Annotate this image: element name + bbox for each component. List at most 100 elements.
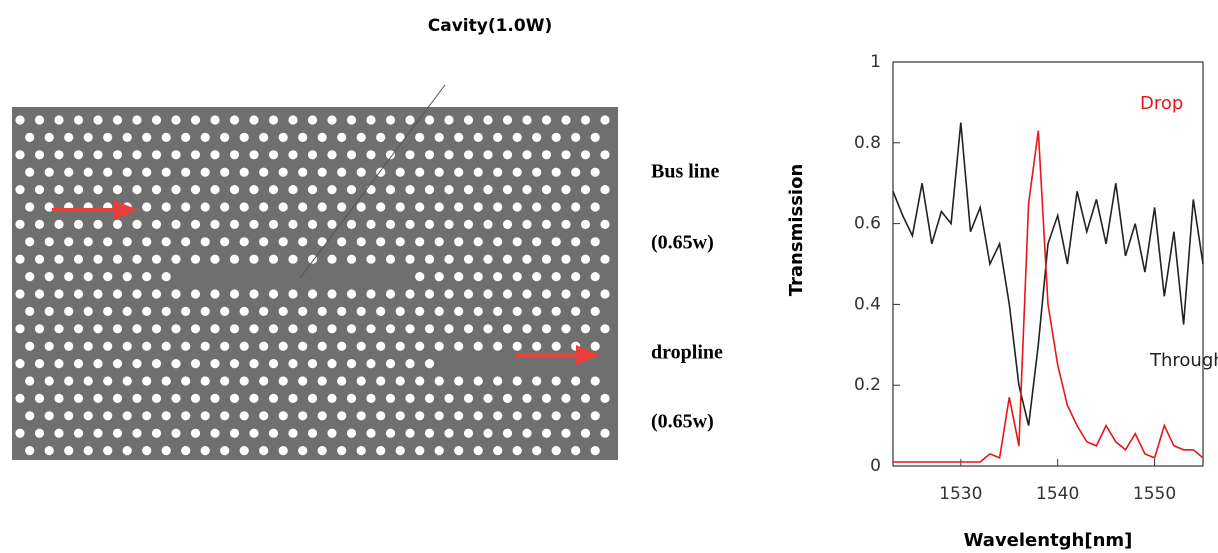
hole xyxy=(132,150,141,159)
hole xyxy=(503,289,512,298)
hole xyxy=(288,324,297,333)
hole xyxy=(162,376,171,385)
hole xyxy=(396,376,405,385)
hole xyxy=(415,376,424,385)
hole xyxy=(425,185,434,194)
hole xyxy=(425,115,434,124)
hole xyxy=(132,359,141,368)
hole xyxy=(493,411,502,420)
hole xyxy=(64,376,73,385)
hole xyxy=(113,150,122,159)
hole xyxy=(142,376,151,385)
hole xyxy=(103,307,112,316)
hole xyxy=(201,446,210,455)
hole xyxy=(591,168,600,177)
hole xyxy=(513,342,522,351)
hole xyxy=(103,342,112,351)
hole xyxy=(54,185,63,194)
hole xyxy=(444,324,453,333)
hole xyxy=(152,115,161,124)
hole xyxy=(191,359,200,368)
hole xyxy=(581,289,590,298)
hole xyxy=(337,411,346,420)
hole xyxy=(435,307,444,316)
hole xyxy=(269,394,278,403)
hole xyxy=(464,394,473,403)
hole xyxy=(552,237,561,246)
hole xyxy=(561,115,570,124)
hole xyxy=(74,429,83,438)
hole xyxy=(113,429,122,438)
hole xyxy=(405,185,414,194)
hole xyxy=(366,185,375,194)
hole xyxy=(171,150,180,159)
hole xyxy=(162,342,171,351)
hole xyxy=(493,202,502,211)
hole xyxy=(142,133,151,142)
hole xyxy=(396,411,405,420)
hole xyxy=(25,272,34,281)
hole xyxy=(84,237,93,246)
hole xyxy=(249,185,258,194)
hole xyxy=(93,185,102,194)
hole xyxy=(600,394,609,403)
hole xyxy=(600,324,609,333)
hole xyxy=(308,255,317,264)
hole xyxy=(396,307,405,316)
hole xyxy=(405,429,414,438)
hole xyxy=(123,411,132,420)
hole xyxy=(103,446,112,455)
hole xyxy=(220,307,229,316)
hole xyxy=(561,185,570,194)
hole xyxy=(152,324,161,333)
hole xyxy=(230,115,239,124)
hole xyxy=(415,342,424,351)
y-tick-label: 0.8 xyxy=(854,133,881,153)
hole xyxy=(279,376,288,385)
hole xyxy=(45,272,54,281)
hole xyxy=(45,446,54,455)
hole xyxy=(444,150,453,159)
hole xyxy=(210,185,219,194)
hole xyxy=(318,411,327,420)
hole xyxy=(64,411,73,420)
hole xyxy=(337,202,346,211)
hole xyxy=(483,115,492,124)
hole xyxy=(308,394,317,403)
hole xyxy=(64,446,73,455)
hole xyxy=(318,376,327,385)
hole xyxy=(74,289,83,298)
hole xyxy=(386,220,395,229)
hole xyxy=(162,446,171,455)
series-label: Through xyxy=(1149,350,1218,371)
hole xyxy=(142,307,151,316)
hole xyxy=(93,220,102,229)
hole xyxy=(357,446,366,455)
hole xyxy=(269,255,278,264)
hole xyxy=(220,133,229,142)
y-tick-label: 0.4 xyxy=(854,294,881,314)
hole xyxy=(288,255,297,264)
hole xyxy=(279,342,288,351)
hole xyxy=(162,237,171,246)
hole xyxy=(454,446,463,455)
hole xyxy=(327,359,336,368)
hole xyxy=(269,150,278,159)
hole xyxy=(357,307,366,316)
hole xyxy=(15,429,24,438)
hole xyxy=(347,359,356,368)
hole xyxy=(249,220,258,229)
hole xyxy=(503,185,512,194)
hole xyxy=(571,307,580,316)
hole xyxy=(503,429,512,438)
hole xyxy=(220,168,229,177)
hole xyxy=(532,168,541,177)
hole xyxy=(240,133,249,142)
hole xyxy=(522,115,531,124)
hole xyxy=(561,394,570,403)
chart: Transmission Wavelentgh[nm] 00.20.40.60.… xyxy=(786,52,1218,551)
hole xyxy=(581,429,590,438)
hole xyxy=(464,324,473,333)
cavity-label: Cavity(1.0W) xyxy=(428,16,552,36)
hole xyxy=(405,255,414,264)
